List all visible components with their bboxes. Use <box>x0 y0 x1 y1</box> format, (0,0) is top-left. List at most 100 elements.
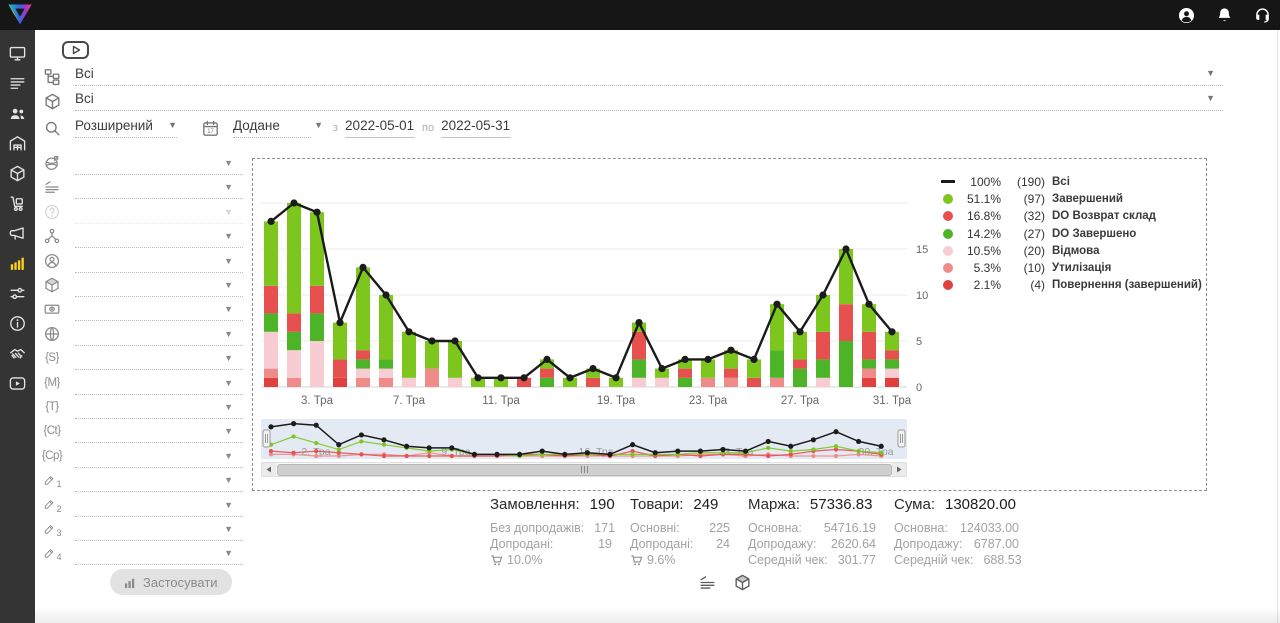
sidebar-item-procurement[interactable] <box>0 188 35 218</box>
chart-icon <box>124 578 135 588</box>
x-axis-label: 31. Тра <box>873 395 912 407</box>
navigator-total-point <box>471 451 477 457</box>
user-account-icon[interactable] <box>1177 6 1196 25</box>
filter-tag-t-icon: {T} <box>45 401 59 413</box>
filter-tag-ct-select[interactable]: ▼ <box>75 419 243 444</box>
filter-product-type-select[interactable]: ▼ <box>75 273 243 297</box>
notifications-bell-icon[interactable] <box>1215 6 1234 25</box>
sidebar-item-info[interactable] <box>0 308 35 338</box>
chart-bar-zavershenyi <box>448 341 462 378</box>
chart-bar-zavershenyi <box>586 368 600 378</box>
sidebar-item-products[interactable] <box>0 158 35 188</box>
legend-item[interactable]: 10.5% (20) Відмова <box>941 242 1202 259</box>
filter-region-select[interactable]: ▼ <box>75 151 243 175</box>
group-by-status-toggle[interactable] <box>698 573 717 592</box>
legend-item[interactable]: 14.2% (27) DO Завершено <box>941 225 1202 242</box>
legend-count: (190) <box>1016 174 1045 189</box>
chart-panel: 0 5 10 15 3. Тра 7. Тра 11. Тра 19. Тра 23. Тра 2… <box>252 158 1207 491</box>
chart-bar-povernennya <box>264 377 278 387</box>
product-filter-select[interactable]: Всі ▼ <box>75 87 1223 111</box>
chart-bar-zavershenyi <box>471 377 485 387</box>
sidebar-item-warehouse[interactable] <box>0 128 35 158</box>
scrollbar-left-arrow[interactable] <box>262 463 276 476</box>
chart-range-navigator[interactable]: 2. Тра 9. Тра 16. Тра 23. Тра 30. Тра <box>261 419 907 466</box>
chart-bar-do_vozvrat <box>862 331 876 360</box>
globe-flag-icon <box>43 154 61 172</box>
legend-percent: 16.8% <box>966 209 1001 224</box>
legend-label: DO Возврат склад <box>1052 210 1156 223</box>
navigator-series-point <box>314 440 319 446</box>
navigator-series-line <box>270 448 882 457</box>
filter-tag-t-select[interactable]: ▼ <box>75 395 243 419</box>
tutorial-video-button[interactable] <box>62 41 89 59</box>
date-from-input[interactable]: 2022-05-01 <box>345 114 416 138</box>
legend-item[interactable]: 5.3% (10) Утилізація <box>941 259 1202 276</box>
filter-tag-m-select[interactable]: ▼ <box>75 371 243 395</box>
date-type-select[interactable]: Додане ▼ <box>233 114 323 138</box>
navigator-total-point <box>539 448 545 454</box>
orders-chart[interactable]: 0 5 10 15 3. Тра 7. Тра 11. Тра 19. Тра 23. Тра 2… <box>261 169 943 420</box>
total-point <box>704 355 712 363</box>
navigator-handle[interactable] <box>897 429 906 448</box>
filter-tag-cp-select[interactable]: ▼ <box>75 444 243 468</box>
sidebar-item-video-tutorials[interactable] <box>0 368 35 398</box>
navigator-total-point <box>517 451 523 457</box>
chart-bar-zavershenyi <box>540 359 554 369</box>
chart-bar-zavershenyi <box>287 203 301 314</box>
topbar <box>0 0 1280 30</box>
total-point <box>359 263 367 271</box>
chart-bar-do_zaversheno <box>885 359 899 369</box>
stat-title: Товари: 249 <box>630 496 719 513</box>
chart-bar-utylizatsiya <box>287 377 301 387</box>
sidebar-item-customers[interactable] <box>0 98 35 128</box>
legend-item[interactable]: 100% (190) Всі <box>941 173 1202 190</box>
filter-tag-cp-row: {Cp} ▼ <box>42 444 243 468</box>
filter-custom-field-2-select[interactable]: ▼ <box>75 493 243 517</box>
legend-item[interactable]: 51.1% (97) Завершений <box>941 190 1202 207</box>
chart-scrollbar[interactable] <box>261 462 907 477</box>
date-to-value: 2022-05-31 <box>441 118 511 133</box>
filter-source-select[interactable]: ▼ <box>75 322 243 346</box>
cart-icon <box>630 554 643 567</box>
status-filter-select[interactable]: Всі ▼ <box>75 62 1223 86</box>
sidebar-item-marketing[interactable] <box>0 218 35 248</box>
navigator-handle[interactable] <box>262 429 271 448</box>
legend-item[interactable]: 16.8% (32) DO Возврат склад <box>941 208 1202 225</box>
legend-marker-icon <box>941 245 955 256</box>
scrollbar-right-arrow[interactable] <box>892 463 906 476</box>
chart-bar-do_vozvrat <box>793 359 807 369</box>
filter-tag-s-select[interactable]: ▼ <box>75 346 243 371</box>
legend-item[interactable]: 2.1% (4) Повернення (завершений) <box>941 277 1202 294</box>
navigator-total-point <box>856 438 862 445</box>
scrollbar-thumb[interactable] <box>276 463 892 476</box>
legend-marker-icon <box>941 280 955 291</box>
filter-custom-field-4-select[interactable]: ▼ <box>75 541 243 566</box>
search-mode-select[interactable]: Розширений ▼ <box>75 114 177 138</box>
support-headset-icon[interactable] <box>1253 6 1272 25</box>
filter-custom-field-1-select[interactable]: ▼ <box>75 468 243 493</box>
sidebar-item-partners[interactable] <box>0 338 35 368</box>
navigator-series-line <box>270 435 882 457</box>
stat-subrow: Середній чек: 301.77 <box>748 553 876 567</box>
group-by-product-toggle[interactable] <box>733 573 752 592</box>
filter-custom-field-4-row: 4 ▼ <box>43 541 243 566</box>
sidebar-item-dashboard[interactable] <box>0 38 35 68</box>
apply-filters-button[interactable]: Застосувати <box>110 569 232 595</box>
navigator-series-point <box>404 453 409 459</box>
sidebar-item-statistics[interactable] <box>0 248 35 278</box>
filter-status-list-select[interactable]: ▼ <box>75 175 243 200</box>
chart-bar-do_zaversheno <box>862 359 876 369</box>
date-to-input[interactable]: 2022-05-31 <box>441 114 512 138</box>
sidebar-item-settings[interactable] <box>0 278 35 308</box>
app-logo-icon[interactable] <box>6 1 34 29</box>
legend-label: Утилізація <box>1052 262 1112 275</box>
legend-marker-icon <box>941 211 955 222</box>
filter-custom-field-3-select[interactable]: ▼ <box>75 517 243 541</box>
filter-structure-select[interactable]: ▼ <box>75 224 243 249</box>
filter-payment-select[interactable]: ▼ <box>75 297 243 322</box>
chevron-down-icon: ▼ <box>224 450 233 461</box>
filter-manager-select[interactable]: ▼ <box>75 249 243 273</box>
legend-percent: 51.1% <box>966 191 1001 206</box>
sidebar-item-orders[interactable] <box>0 68 35 98</box>
filter-help-select[interactable]: ▼ <box>75 200 243 224</box>
